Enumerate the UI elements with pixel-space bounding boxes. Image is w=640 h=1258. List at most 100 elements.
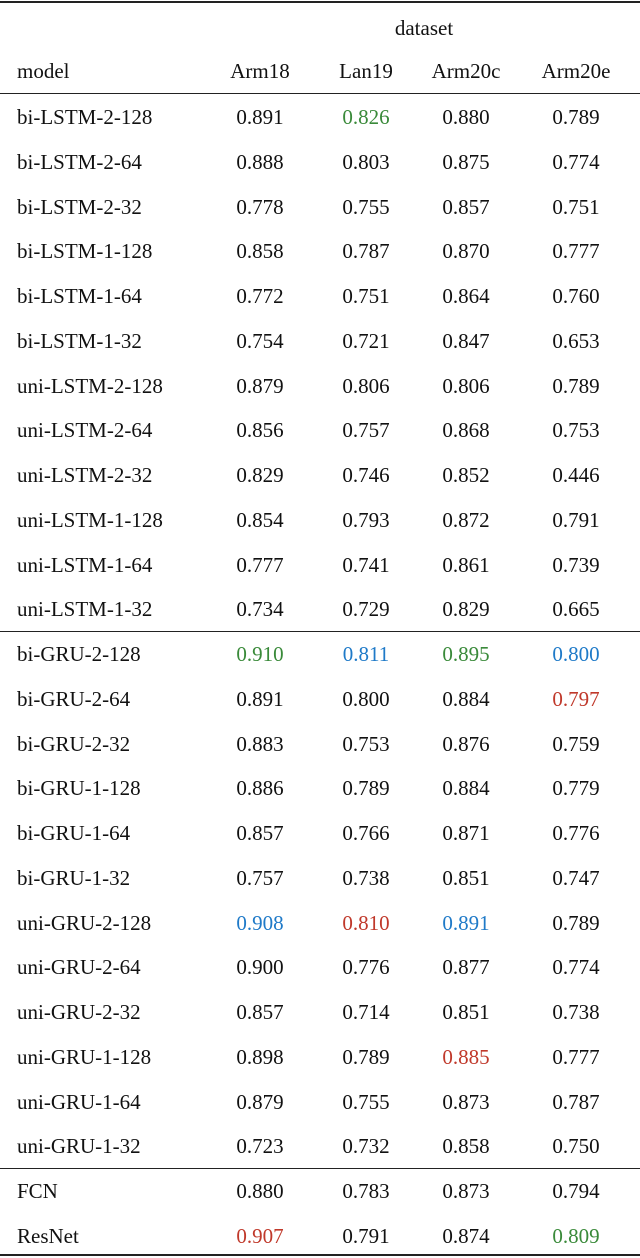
score-cell-arm20c: 0.852 [442,463,490,487]
score-cell-arm18: 0.829 [236,463,284,487]
score-cell-arm20c: 0.851 [442,866,490,890]
score-cell-lan19: 0.746 [342,463,390,487]
table-row: uni-GRU-1-128 0.898 0.789 0.885 0.777 [0,1035,640,1079]
score-cell-lan19: 0.783 [342,1179,390,1203]
score-cell-arm18: 0.883 [236,732,284,756]
score-cell-arm18: 0.734 [236,597,284,621]
score-cell-lan19: 0.806 [342,374,390,398]
model-name-cell: uni-GRU-1-64 [17,1090,141,1114]
score-cell-lan19: 0.791 [342,1224,390,1248]
score-cell-lan19: 0.803 [342,150,390,174]
score-cell-arm20c: 0.851 [442,1000,490,1024]
score-cell-arm18: 0.888 [236,150,284,174]
score-cell-lan19: 0.755 [342,195,390,219]
score-cell-arm20e: 0.789 [552,374,600,398]
score-cell-arm20c: 0.868 [442,418,490,442]
table-row: uni-GRU-1-32 0.723 0.732 0.858 0.750 [0,1124,640,1168]
score-cell-arm20e: 0.760 [552,284,600,308]
score-cell-arm20c: 0.880 [442,105,490,129]
table-row: uni-GRU-1-64 0.879 0.755 0.873 0.787 [0,1080,640,1124]
table-row: bi-GRU-2-128 0.910 0.811 0.895 0.800 [0,632,640,676]
table-row: bi-LSTM-1-64 0.772 0.751 0.864 0.760 [0,274,640,318]
score-cell-arm18: 0.772 [236,284,284,308]
model-name-cell: uni-LSTM-1-64 [17,553,153,577]
score-cell-arm20e: 0.774 [552,955,600,979]
score-cell-arm18: 0.778 [236,195,284,219]
score-cell-arm20e: 0.753 [552,418,600,442]
score-cell-arm18: 0.891 [236,105,284,129]
score-cell-arm18: 0.880 [236,1179,284,1203]
score-cell-arm20e: 0.809 [552,1224,600,1248]
section-separator-rule [0,631,640,632]
header-row: model Arm18 Lan19 Arm20c Arm20e [0,49,640,93]
score-cell-arm18: 0.879 [236,1090,284,1114]
table-row: bi-GRU-1-64 0.857 0.766 0.871 0.776 [0,811,640,855]
score-cell-arm20c: 0.873 [442,1179,490,1203]
table-row: uni-LSTM-2-128 0.879 0.806 0.806 0.789 [0,364,640,408]
score-cell-lan19: 0.714 [342,1000,390,1024]
score-cell-arm20c: 0.876 [442,732,490,756]
table-row: uni-LSTM-1-32 0.734 0.729 0.829 0.665 [0,587,640,631]
score-cell-arm20c: 0.877 [442,955,490,979]
score-cell-arm20c: 0.857 [442,195,490,219]
score-cell-arm20e: 0.446 [552,463,600,487]
score-cell-arm20c: 0.891 [442,911,490,935]
score-cell-lan19: 0.766 [342,821,390,845]
score-cell-arm20c: 0.861 [442,553,490,577]
column-header-arm20c: Arm20c [431,59,501,83]
model-name-cell: bi-GRU-1-32 [17,866,131,890]
model-name-cell: uni-LSTM-2-64 [17,418,153,442]
score-cell-arm20c: 0.858 [442,1134,490,1158]
model-name-cell: bi-LSTM-1-64 [17,284,142,308]
model-name-cell: bi-LSTM-1-128 [17,239,153,263]
column-header-arm18: Arm18 [230,59,290,83]
model-name-cell: bi-GRU-1-64 [17,821,131,845]
table-row: uni-GRU-2-128 0.908 0.810 0.891 0.789 [0,901,640,945]
model-name-cell: uni-GRU-2-32 [17,1000,141,1024]
score-cell-arm20e: 0.777 [552,1045,600,1069]
score-cell-arm20e: 0.739 [552,553,600,577]
table-row: bi-LSTM-1-32 0.754 0.721 0.847 0.653 [0,319,640,363]
score-cell-arm20c: 0.864 [442,284,490,308]
score-cell-arm18: 0.777 [236,553,284,577]
score-cell-arm18: 0.858 [236,239,284,263]
score-cell-arm20e: 0.747 [552,866,600,890]
column-header-lan19: Lan19 [339,59,393,83]
score-cell-arm20e: 0.750 [552,1134,600,1158]
column-header-model: model [17,59,70,83]
table-row: uni-LSTM-1-64 0.777 0.741 0.861 0.739 [0,543,640,587]
score-cell-arm20e: 0.738 [552,1000,600,1024]
score-cell-arm20c: 0.806 [442,374,490,398]
score-cell-lan19: 0.789 [342,776,390,800]
score-cell-lan19: 0.776 [342,955,390,979]
header-rule [0,93,640,94]
table-row: uni-GRU-2-64 0.900 0.776 0.877 0.774 [0,945,640,989]
table-row: bi-LSTM-2-64 0.888 0.803 0.875 0.774 [0,140,640,184]
score-cell-lan19: 0.811 [342,642,390,666]
score-cell-arm20c: 0.870 [442,239,490,263]
score-cell-arm20e: 0.787 [552,1090,600,1114]
table-row: bi-LSTM-1-128 0.858 0.787 0.870 0.777 [0,229,640,273]
table-row: uni-LSTM-2-64 0.856 0.757 0.868 0.753 [0,408,640,452]
model-name-cell: FCN [17,1179,58,1203]
score-cell-arm20e: 0.759 [552,732,600,756]
model-name-cell: bi-GRU-1-128 [17,776,141,800]
score-cell-arm20e: 0.789 [552,105,600,129]
model-name-cell: bi-LSTM-1-32 [17,329,142,353]
score-cell-lan19: 0.721 [342,329,390,353]
model-name-cell: bi-LSTM-2-128 [17,105,153,129]
score-cell-arm18: 0.857 [236,821,284,845]
score-cell-arm20c: 0.875 [442,150,490,174]
table-row: ResNet 0.907 0.791 0.874 0.809 [0,1214,640,1258]
score-cell-arm18: 0.910 [236,642,284,666]
model-name-cell: bi-GRU-2-64 [17,687,131,711]
score-cell-arm18: 0.754 [236,329,284,353]
table-row: bi-GRU-1-32 0.757 0.738 0.851 0.747 [0,856,640,900]
score-cell-lan19: 0.755 [342,1090,390,1114]
model-name-cell: uni-LSTM-2-32 [17,463,153,487]
score-cell-arm20e: 0.774 [552,150,600,174]
model-name-cell: uni-GRU-1-128 [17,1045,152,1069]
table-row: FCN 0.880 0.783 0.873 0.794 [0,1169,640,1213]
model-name-cell: bi-LSTM-2-32 [17,195,142,219]
score-cell-arm20c: 0.884 [442,776,490,800]
